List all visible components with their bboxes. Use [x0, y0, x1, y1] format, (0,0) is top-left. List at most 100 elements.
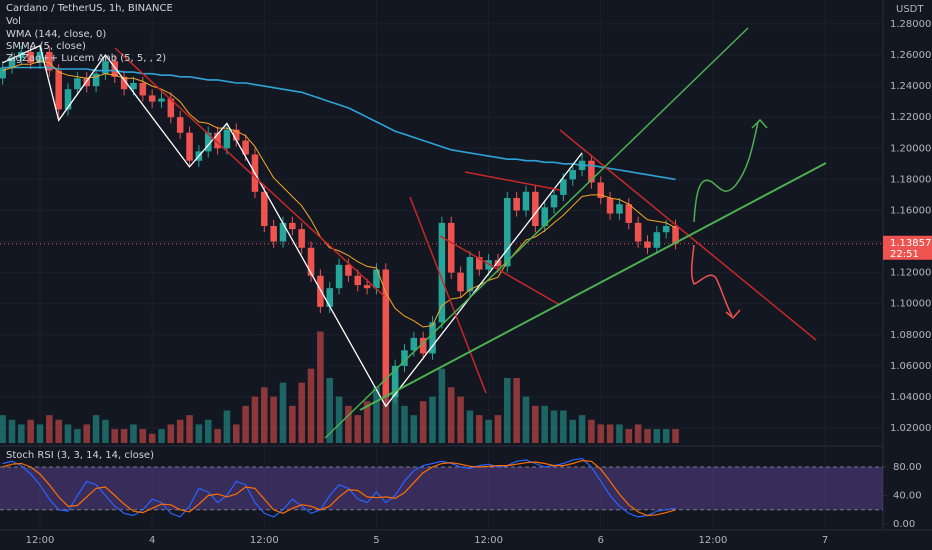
stoch-pane	[0, 457, 887, 525]
trend-line	[464, 171, 561, 191]
y-tick-label: 80.00	[893, 462, 922, 473]
volume-bar	[662, 429, 670, 443]
x-tick-label: 12:00	[698, 535, 727, 546]
x-tick-label: 6	[598, 535, 604, 546]
volume-bar	[204, 419, 212, 443]
axes: 1.02000 1.04000 1.06000 1.08000 1.10000 1.120…	[26, 19, 932, 546]
y-tick-label: 1.04000	[890, 392, 931, 403]
volume-bar	[251, 396, 259, 443]
last-price-box	[883, 235, 932, 260]
volume-bar	[92, 415, 100, 443]
volume-bar	[466, 410, 474, 443]
candle-body	[176, 117, 184, 133]
volume-bar	[513, 378, 520, 443]
volume-bar	[223, 410, 231, 443]
candle-body	[345, 264, 352, 276]
candle-body	[504, 198, 511, 267]
volume-bar	[195, 424, 203, 443]
volume-bar	[401, 405, 408, 443]
candle-body	[401, 350, 408, 366]
volume-bar	[410, 415, 418, 443]
candle-body	[36, 51, 44, 63]
volume-bar	[242, 405, 249, 443]
volume-bar	[8, 419, 16, 443]
candle-body	[429, 322, 436, 354]
stoch-line	[2, 457, 676, 518]
legend-entry: WMA (144, close, 0)	[6, 29, 106, 40]
x-tick-label: 4	[149, 535, 155, 546]
candle-body	[569, 170, 576, 180]
volume-bar	[504, 378, 511, 443]
volume-bar	[214, 429, 221, 443]
volume-bar	[326, 378, 333, 443]
candle-body	[354, 275, 362, 286]
y-tick-label: 1.24000	[890, 81, 931, 92]
volume-bar	[522, 396, 530, 443]
candle-body	[167, 98, 175, 118]
candle-body	[616, 204, 623, 214]
price-pane	[0, 44, 883, 408]
volume-bar	[176, 419, 184, 443]
candle-body	[513, 198, 520, 211]
volume-bar	[419, 401, 427, 443]
candle-body	[289, 222, 296, 230]
arrow	[690, 244, 741, 320]
volume-bar	[130, 424, 137, 443]
band	[0, 467, 883, 510]
volume-bar	[335, 396, 343, 443]
volume-bar	[186, 415, 193, 443]
candle-body	[139, 83, 147, 96]
volume-bar	[597, 424, 605, 443]
y-tick-label: 1.20000	[890, 143, 931, 154]
y-tick-label: 1.28000	[890, 19, 931, 30]
candle-body	[298, 229, 305, 248]
candle-body	[55, 70, 62, 110]
candle-body	[541, 207, 548, 226]
volume-bar	[74, 429, 81, 443]
volume-bar	[27, 419, 34, 443]
volume-bar	[672, 429, 679, 443]
volume-bar	[317, 331, 324, 443]
candle-body	[0, 67, 6, 79]
x-tick-label: 7	[822, 535, 828, 546]
y-tick-label: 1.10000	[890, 299, 931, 310]
volume-bar	[550, 410, 558, 443]
y-tick-label: 1.12000	[890, 268, 931, 279]
candle-body	[261, 191, 268, 226]
volume-bar	[438, 368, 446, 443]
candle-body	[419, 337, 427, 354]
x-tick-label: 12:00	[474, 535, 503, 546]
volume-bar	[475, 415, 483, 443]
candle-body	[662, 225, 670, 233]
legend-entry: Vol	[6, 16, 21, 27]
trend-line	[439, 235, 561, 306]
candle-body	[270, 225, 277, 242]
candle-body	[532, 191, 539, 226]
candle-body	[634, 222, 642, 242]
candle-body	[307, 247, 315, 276]
volume-bar	[494, 415, 502, 443]
candle-body	[597, 182, 605, 199]
drawings	[114, 27, 827, 439]
volume-bar	[429, 396, 436, 443]
candle-body	[466, 257, 474, 292]
volume-bar	[391, 378, 399, 443]
y-tick-label: 1.02000	[890, 423, 931, 434]
volume-bar	[64, 424, 72, 443]
volume-bar	[578, 415, 586, 443]
candle-body	[382, 269, 390, 397]
volume-bar	[298, 382, 305, 443]
candle-body	[232, 129, 240, 141]
stoch-line	[2, 459, 676, 517]
volume-bar	[158, 429, 165, 443]
candle-body	[363, 285, 371, 289]
volume-bar	[616, 424, 623, 443]
candle-body	[447, 222, 455, 273]
volume-bar	[363, 401, 371, 443]
candle-body	[148, 95, 156, 102]
last-price-label: 1.13857	[890, 238, 931, 249]
candle-body	[111, 61, 119, 77]
volume-bar	[18, 424, 25, 443]
candle-body	[606, 198, 614, 214]
